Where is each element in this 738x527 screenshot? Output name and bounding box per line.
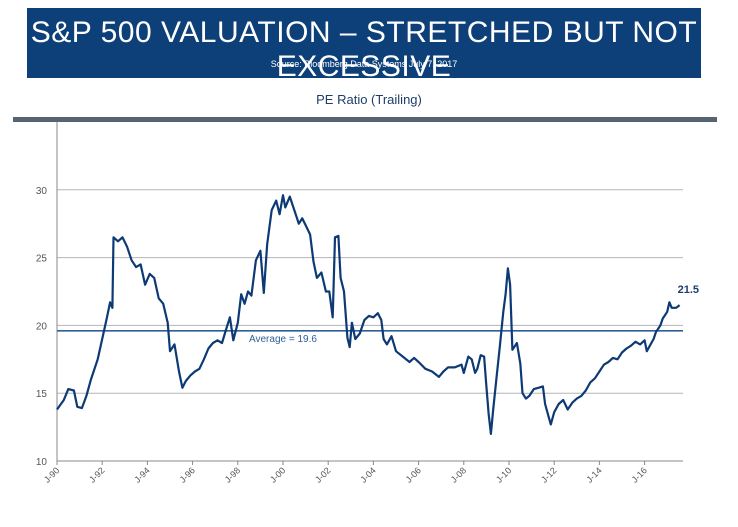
title-banner: S&P 500 VALUATION – STRETCHED BUT NOT EX… xyxy=(27,8,701,83)
x-tick-label: J-98 xyxy=(223,465,242,484)
x-tick-label: J-14 xyxy=(584,465,603,484)
x-tick-label: J-04 xyxy=(358,465,377,484)
divider-rule xyxy=(13,117,717,122)
chart-title: PE Ratio (Trailing) xyxy=(316,92,422,107)
source-note: Source: Bloomberg Data Systems July 7, 2… xyxy=(270,59,458,69)
y-tick-label: 20 xyxy=(36,321,48,332)
y-tick-label: 10 xyxy=(36,457,48,468)
x-tick-label: J-10 xyxy=(494,465,513,484)
banner-title: S&P 500 VALUATION – STRETCHED BUT NOT EX… xyxy=(30,16,698,83)
x-tick-label: J-92 xyxy=(87,465,106,484)
x-tick-label: J-06 xyxy=(404,465,423,484)
y-tick-label: 30 xyxy=(36,186,48,197)
y-tick-label: 15 xyxy=(36,389,48,400)
x-tick-label: J-94 xyxy=(132,465,151,484)
x-tick-label: J-02 xyxy=(313,465,332,484)
x-tick-label: J-96 xyxy=(178,465,197,484)
pe-ratio-series-line xyxy=(56,194,681,435)
x-tick-label: J-16 xyxy=(630,465,649,484)
average-label: Average = 19.6 xyxy=(249,334,317,345)
x-tick-label: J-90 xyxy=(42,465,61,484)
y-tick-label: 25 xyxy=(36,254,48,265)
x-tick-label: J-00 xyxy=(268,465,287,484)
x-tick-label: J-12 xyxy=(539,465,558,484)
end-value-label: 21.5 xyxy=(678,284,699,296)
x-tick-label: J-08 xyxy=(449,465,468,484)
